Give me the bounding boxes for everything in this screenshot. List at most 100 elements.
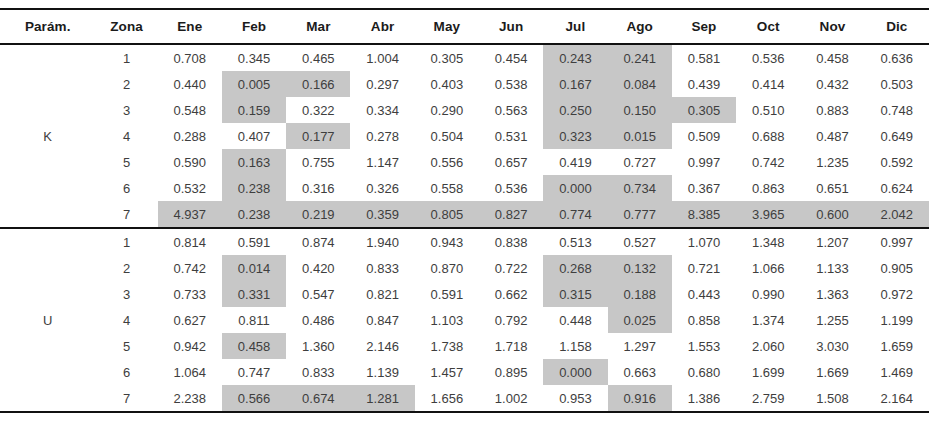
value-cell: 1.070 — [672, 228, 736, 255]
value-cell: 1.363 — [800, 281, 864, 307]
value-cell: 0.243 — [543, 44, 607, 71]
value-cell: 0.084 — [608, 71, 672, 97]
table-row: 40.6270.8110.4860.8471.1030.7920.4480.02… — [0, 307, 929, 333]
value-cell: 0.359 — [350, 201, 414, 228]
value-cell: 0.827 — [479, 201, 543, 228]
value-cell: 0.556 — [415, 149, 479, 175]
value-cell: 0.997 — [865, 228, 929, 255]
value-cell: 0.532 — [158, 175, 222, 201]
zona-cell: 7 — [95, 385, 157, 412]
value-cell: 0.025 — [608, 307, 672, 333]
value-cell: 0.833 — [286, 359, 350, 385]
value-cell: 4.937 — [158, 201, 222, 228]
value-cell: 0.863 — [736, 175, 800, 201]
value-cell: 0.504 — [415, 123, 479, 149]
value-cell: 0.407 — [222, 123, 286, 149]
value-cell: 0.662 — [479, 281, 543, 307]
value-cell: 0.821 — [350, 281, 414, 307]
value-cell: 2.164 — [865, 385, 929, 412]
value-cell: 0.624 — [865, 175, 929, 201]
value-cell: 0.722 — [479, 255, 543, 281]
value-cell: 0.531 — [479, 123, 543, 149]
value-cell: 1.669 — [800, 359, 864, 385]
header-row: Parám.ZonaEneFebMarAbrMayJunJulAgoSepOct… — [0, 9, 929, 44]
value-cell: 0.414 — [736, 71, 800, 97]
value-cell: 1.199 — [865, 307, 929, 333]
value-cell: 0.440 — [158, 71, 222, 97]
monthly-parameter-table: Parám.ZonaEneFebMarAbrMayJunJulAgoSepOct… — [0, 8, 929, 413]
column-header-jun: Jun — [479, 9, 543, 44]
value-cell: 0.847 — [350, 307, 414, 333]
value-cell: 0.513 — [543, 228, 607, 255]
column-header-dic: Dic — [865, 9, 929, 44]
value-cell: 0.458 — [222, 333, 286, 359]
value-cell: 0.591 — [222, 228, 286, 255]
value-cell: 0.163 — [222, 149, 286, 175]
value-cell: 1.103 — [415, 307, 479, 333]
value-cell: 0.536 — [479, 175, 543, 201]
zona-cell: 1 — [95, 44, 157, 71]
value-cell: 0.972 — [865, 281, 929, 307]
column-header-sep: Sep — [672, 9, 736, 44]
value-cell: 0.297 — [350, 71, 414, 97]
value-cell: 0.509 — [672, 123, 736, 149]
value-cell: 0.636 — [865, 44, 929, 71]
value-cell: 1.738 — [415, 333, 479, 359]
value-cell: 8.385 — [672, 201, 736, 228]
value-cell: 0.288 — [158, 123, 222, 149]
table-row: 61.0640.7470.8331.1391.4570.8950.0000.66… — [0, 359, 929, 385]
value-cell: 0.000 — [543, 175, 607, 201]
param-label-K: K — [0, 44, 95, 228]
value-cell: 0.680 — [672, 359, 736, 385]
table-row: 50.5900.1630.7551.1470.5560.6570.4190.72… — [0, 149, 929, 175]
value-cell: 0.219 — [286, 201, 350, 228]
value-cell: 0.420 — [286, 255, 350, 281]
value-cell: 0.538 — [479, 71, 543, 97]
value-cell: 0.345 — [222, 44, 286, 71]
value-cell: 0.419 — [543, 149, 607, 175]
table-row: K10.7080.3450.4651.0040.3050.4540.2430.2… — [0, 44, 929, 71]
value-cell: 0.000 — [543, 359, 607, 385]
column-header-may: May — [415, 9, 479, 44]
zona-cell: 3 — [95, 97, 157, 123]
value-cell: 1.235 — [800, 149, 864, 175]
value-cell: 1.348 — [736, 228, 800, 255]
zona-cell: 1 — [95, 228, 157, 255]
value-cell: 1.064 — [158, 359, 222, 385]
table-header: Parám.ZonaEneFebMarAbrMayJunJulAgoSepOct… — [0, 9, 929, 44]
value-cell: 0.943 — [415, 228, 479, 255]
column-header-oct: Oct — [736, 9, 800, 44]
value-cell: 0.547 — [286, 281, 350, 307]
column-header-jul: Jul — [543, 9, 607, 44]
value-cell: 0.747 — [222, 359, 286, 385]
column-header-ago: Ago — [608, 9, 672, 44]
value-cell: 0.990 — [736, 281, 800, 307]
column-header-nov: Nov — [800, 9, 864, 44]
value-cell: 0.305 — [672, 97, 736, 123]
value-cell: 0.465 — [286, 44, 350, 71]
value-cell: 0.250 — [543, 97, 607, 123]
value-cell: 0.331 — [222, 281, 286, 307]
value-cell: 0.566 — [222, 385, 286, 412]
value-cell: 0.159 — [222, 97, 286, 123]
value-cell: 0.558 — [415, 175, 479, 201]
group-K: K10.7080.3450.4651.0040.3050.4540.2430.2… — [0, 44, 929, 228]
value-cell: 0.883 — [800, 97, 864, 123]
value-cell: 0.953 — [543, 385, 607, 412]
value-cell: 0.792 — [479, 307, 543, 333]
column-header-parm: Parám. — [0, 9, 95, 44]
value-cell: 0.150 — [608, 97, 672, 123]
value-cell: 0.005 — [222, 71, 286, 97]
value-cell: 0.870 — [415, 255, 479, 281]
value-cell: 0.510 — [736, 97, 800, 123]
value-cell: 0.290 — [415, 97, 479, 123]
value-cell: 0.942 — [158, 333, 222, 359]
value-cell: 0.527 — [608, 228, 672, 255]
value-cell: 0.458 — [800, 44, 864, 71]
table-row: 20.7420.0140.4200.8330.8700.7220.2680.13… — [0, 255, 929, 281]
zona-cell: 6 — [95, 175, 157, 201]
value-cell: 0.015 — [608, 123, 672, 149]
value-cell: 0.486 — [286, 307, 350, 333]
value-cell: 1.360 — [286, 333, 350, 359]
value-cell: 1.207 — [800, 228, 864, 255]
